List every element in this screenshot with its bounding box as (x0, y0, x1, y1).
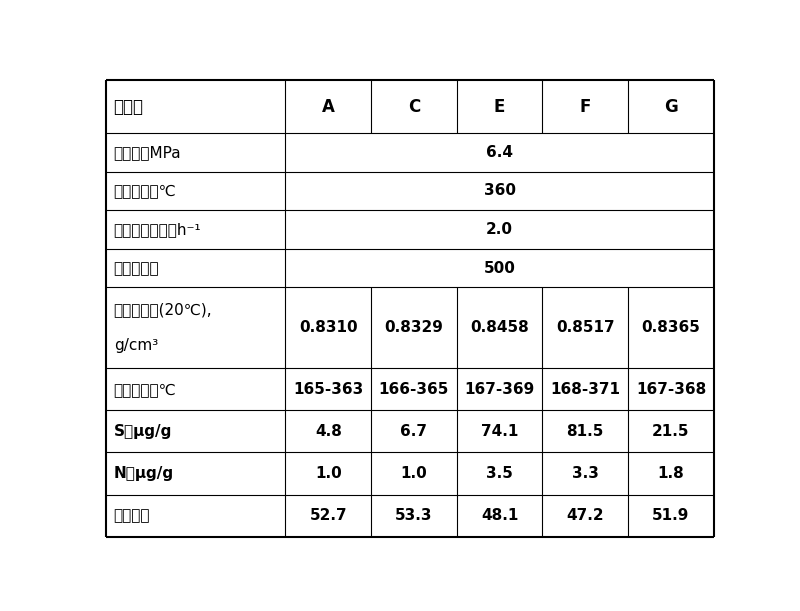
Text: 360: 360 (484, 183, 516, 199)
Text: S，μg/g: S，μg/g (114, 424, 172, 439)
Text: 0.8458: 0.8458 (470, 320, 529, 335)
Text: 74.1: 74.1 (481, 424, 518, 439)
Text: F: F (580, 98, 591, 115)
Text: 4.8: 4.8 (315, 424, 342, 439)
Text: 0.8310: 0.8310 (299, 320, 358, 335)
Text: 3.3: 3.3 (572, 466, 598, 481)
Text: 3.5: 3.5 (486, 466, 513, 481)
Text: 53.3: 53.3 (395, 508, 433, 523)
Text: N，μg/g: N，μg/g (114, 466, 174, 481)
Text: 167-368: 167-368 (636, 382, 706, 397)
Text: 6.4: 6.4 (486, 145, 513, 160)
Text: 51.9: 51.9 (652, 508, 690, 523)
Text: 166-365: 166-365 (378, 382, 449, 397)
Text: 165-363: 165-363 (293, 382, 363, 397)
Text: 馏程范围，℃: 馏程范围，℃ (114, 382, 176, 397)
Text: 21.5: 21.5 (652, 424, 690, 439)
Text: g/cm³: g/cm³ (114, 338, 158, 353)
Text: 2.0: 2.0 (486, 222, 513, 237)
Text: 生成油密度(20℃),: 生成油密度(20℃), (114, 302, 212, 318)
Text: 6.7: 6.7 (401, 424, 427, 439)
Text: 氢油体积比: 氢油体积比 (114, 261, 159, 276)
Text: G: G (664, 98, 678, 115)
Text: 0.8365: 0.8365 (642, 320, 701, 335)
Text: 氢分压，MPa: 氢分压，MPa (114, 145, 182, 160)
Text: 167-369: 167-369 (465, 382, 534, 397)
Text: 0.8329: 0.8329 (385, 320, 443, 335)
Text: 48.1: 48.1 (481, 508, 518, 523)
Text: 催化剂: 催化剂 (114, 98, 144, 115)
Text: 81.5: 81.5 (566, 424, 604, 439)
Text: 1.8: 1.8 (658, 466, 684, 481)
Text: 500: 500 (484, 261, 515, 276)
Text: 1.0: 1.0 (315, 466, 342, 481)
Text: 十六烷值: 十六烷值 (114, 508, 150, 523)
Text: E: E (494, 98, 506, 115)
Text: 168-371: 168-371 (550, 382, 620, 397)
Text: 液时体积空速，h⁻¹: 液时体积空速，h⁻¹ (114, 222, 202, 237)
Text: 反应温度，℃: 反应温度，℃ (114, 183, 176, 199)
Text: 1.0: 1.0 (401, 466, 427, 481)
Text: 52.7: 52.7 (310, 508, 347, 523)
Text: A: A (322, 98, 334, 115)
Text: C: C (408, 98, 420, 115)
Text: 47.2: 47.2 (566, 508, 604, 523)
Text: 0.8517: 0.8517 (556, 320, 614, 335)
